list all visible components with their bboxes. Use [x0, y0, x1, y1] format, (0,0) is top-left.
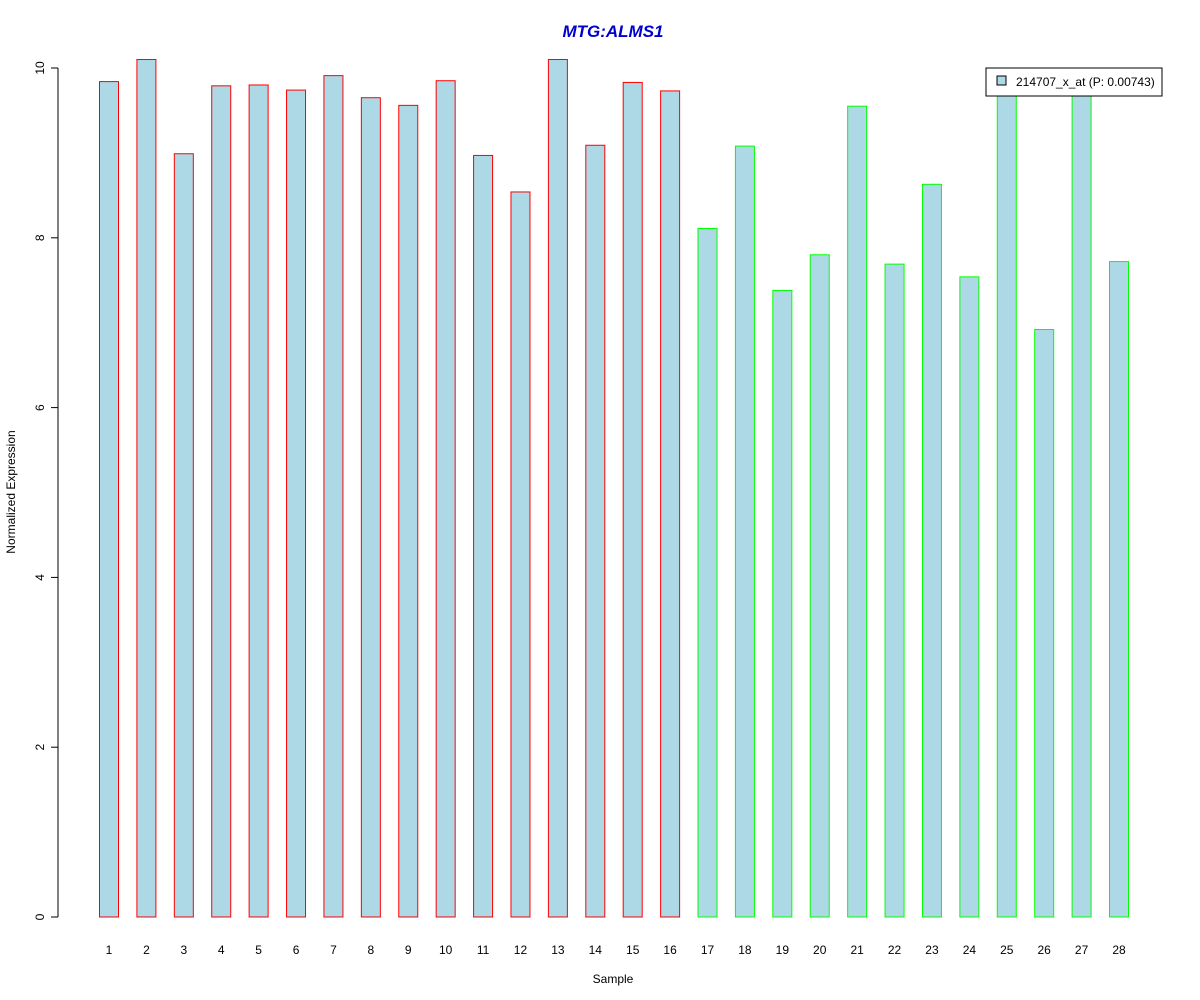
legend-label: 214707_x_at (P: 0.00743) — [1016, 75, 1155, 89]
x-tick-label: 25 — [1000, 943, 1014, 957]
bar-sample-10 — [435, 80, 456, 918]
x-tick-label: 15 — [626, 943, 640, 957]
y-axis: 0 2 4 6 8 10 — [33, 61, 59, 920]
bar-sample-6 — [286, 89, 307, 918]
bar-sample-13 — [547, 59, 568, 918]
bar-sample-5 — [248, 84, 269, 918]
bar-sample-15 — [622, 81, 643, 918]
bar-sample-28 — [1109, 261, 1129, 918]
bar-sample-12 — [510, 191, 531, 918]
bar-sample-18 — [734, 145, 755, 918]
x-axis-title: Sample — [593, 972, 634, 986]
x-tick-label: 8 — [368, 943, 375, 957]
x-tick-label: 17 — [701, 943, 715, 957]
bar-sample-25 — [996, 75, 1017, 918]
y-axis-title: Normalized Expression — [4, 430, 18, 553]
y-tick-label: 4 — [33, 574, 47, 581]
bar-sample-1 — [99, 81, 119, 918]
bar-sample-21 — [847, 105, 868, 918]
x-tick-label: 14 — [589, 943, 603, 957]
legend: 214707_x_at (P: 0.00743) — [985, 67, 1163, 97]
y-tick-label: 6 — [33, 404, 47, 411]
x-tick-label: 7 — [330, 943, 337, 957]
bar-sample-19 — [772, 289, 793, 918]
x-tick-label: 22 — [888, 943, 902, 957]
x-tick-label: 21 — [850, 943, 864, 957]
y-tick-label: 0 — [33, 913, 47, 920]
bar-sample-7 — [323, 75, 344, 918]
x-tick-label: 10 — [439, 943, 453, 957]
bar-sample-23 — [921, 183, 942, 918]
legend-swatch — [996, 75, 1007, 86]
x-tick-label: 12 — [514, 943, 528, 957]
x-tick-label: 19 — [776, 943, 790, 957]
bars — [99, 59, 1129, 918]
x-tick-label: 27 — [1075, 943, 1089, 957]
x-axis-labels: 1 2 3 4 5 6 7 8 9 10 11 12 13 14 15 16 17 18 19 20 21 22 23 24 2… — [106, 943, 1126, 957]
bar-sample-24 — [959, 276, 980, 918]
x-tick-label: 3 — [180, 943, 187, 957]
legend-box — [985, 67, 1163, 97]
x-tick-label: 26 — [1038, 943, 1052, 957]
y-tick-label: 2 — [33, 744, 47, 751]
x-tick-label: 20 — [813, 943, 827, 957]
x-tick-label: 2 — [143, 943, 150, 957]
chart-title: MTG:ALMS1 — [562, 22, 663, 41]
bar-sample-4 — [211, 85, 232, 918]
x-tick-label: 16 — [663, 943, 677, 957]
bar-sample-2 — [136, 59, 157, 918]
x-tick-label: 4 — [218, 943, 225, 957]
x-tick-label: 11 — [477, 943, 490, 957]
bar-sample-8 — [360, 97, 381, 918]
x-tick-label: 13 — [551, 943, 565, 957]
y-tick-label: 8 — [33, 234, 47, 241]
x-tick-label: 9 — [405, 943, 412, 957]
bar-sample-27 — [1071, 75, 1092, 918]
bar-sample-26 — [1034, 328, 1055, 918]
bar-sample-20 — [809, 254, 830, 918]
bar-sample-16 — [660, 90, 681, 918]
bar-sample-3 — [173, 153, 194, 918]
x-tick-label: 23 — [925, 943, 939, 957]
bar-sample-11 — [473, 154, 494, 918]
x-tick-label: 1 — [106, 943, 113, 957]
x-tick-label: 6 — [293, 943, 300, 957]
bar-sample-17 — [697, 227, 718, 918]
bar-sample-14 — [585, 144, 606, 918]
bar-sample-22 — [884, 263, 905, 918]
x-tick-label: 5 — [255, 943, 262, 957]
bar-sample-9 — [398, 104, 419, 918]
x-tick-label: 18 — [738, 943, 752, 957]
x-tick-label: 28 — [1112, 943, 1126, 957]
x-tick-label: 24 — [963, 943, 977, 957]
y-tick-label: 10 — [33, 61, 47, 75]
